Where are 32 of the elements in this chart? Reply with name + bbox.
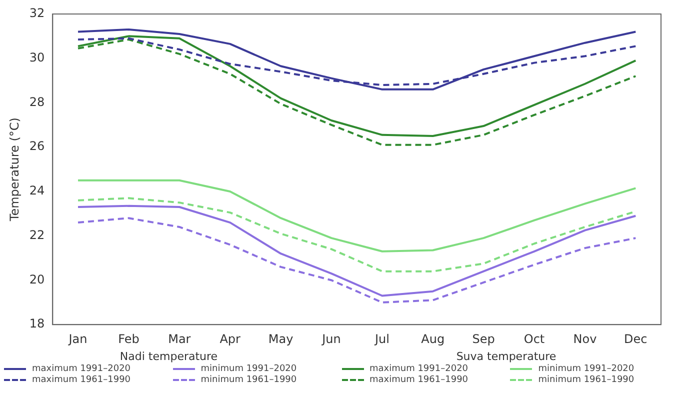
legend-label: minimum 1961–1990 [200,375,297,385]
text: Nadi temperature [118,350,219,363]
x-tick-label: Dec [624,332,648,346]
legend-label: maximum 1991–2020 [32,364,131,374]
y-tick-label: 28 [29,94,45,109]
text: Suva temperature [455,350,558,363]
x-tick-label: May [268,332,294,346]
legend-label: maximum 1961–1990 [370,375,468,385]
y-tick-label: 20 [29,272,45,286]
legend-label: maximum 1961–1990 [32,375,131,385]
legend-label: maximum 1991–2020 [370,364,468,374]
x-tick-label: Jun [321,332,341,346]
x-tick-label: Jul [374,332,390,346]
y-tick-label: 26 [29,139,45,154]
x-tick-label: Nov [573,332,597,346]
legend-label: minimum 1991–2020 [200,364,297,374]
y-tick-label: 22 [29,228,45,242]
legend-label: minimum 1961–1990 [538,375,634,385]
x-tick-label: Mar [168,332,191,346]
line-series [77,217,637,304]
y-axis-title: Temperature (°C) [7,118,22,222]
x-tick-label: Sep [472,332,495,346]
y-tick-label: 18 [29,316,45,331]
y-tick-label: 32 [29,6,45,20]
legend-label: minimum 1991–2020 [538,364,634,374]
x-tick-label: Feb [118,332,140,346]
y-tick-label: 30 [29,50,45,64]
x-tick-label: Apr [220,332,241,346]
x-tick-label: Oct [524,332,545,346]
x-tick-label: Aug [421,332,445,346]
y-tick-label: 24 [29,184,45,198]
x-tick-label: Jan [68,332,88,346]
